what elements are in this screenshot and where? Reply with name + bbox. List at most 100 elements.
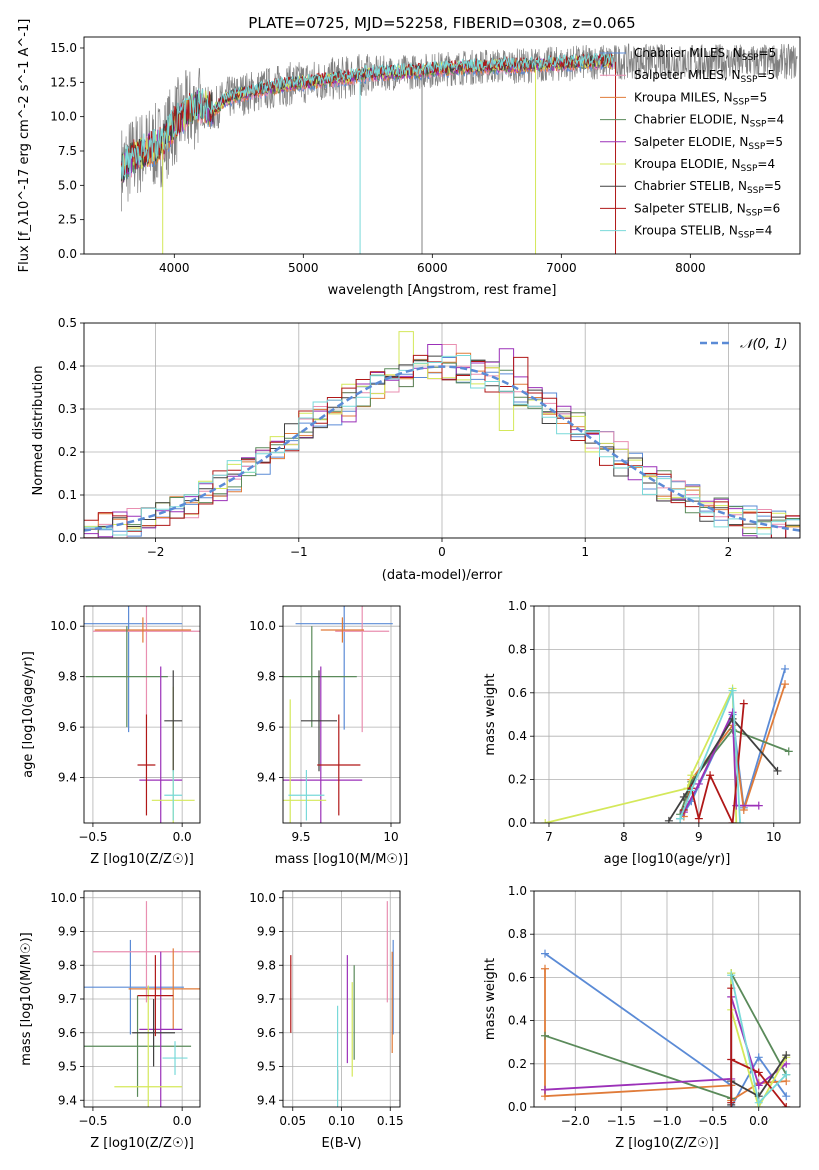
y-tick-label: 9.7	[257, 992, 276, 1006]
panel-2: −2 −1 0 1 2 0.0 0.1 0.2 0.3 0.4 0.5 (data-model)/er…	[31, 316, 801, 583]
point-marker	[687, 771, 696, 780]
plot-area	[120, 43, 798, 254]
y-tick-label: 0.5	[58, 316, 77, 330]
point-marker	[782, 1092, 791, 1101]
x-axis-label: wavelength [Angstrom, rest frame]	[328, 283, 557, 298]
y-tick-label: 0.4	[58, 359, 77, 373]
point-marker	[754, 801, 763, 810]
legend-entry: Chabrier ELODIE, NSSP=4	[634, 113, 784, 130]
y-tick-label: 9.4	[257, 1093, 276, 1107]
point-marker	[687, 786, 696, 795]
x-tick-label: −1.5	[607, 1114, 636, 1128]
point-marker	[732, 819, 741, 823]
y-tick-label: 9.8	[257, 958, 276, 972]
point-marker	[541, 1085, 550, 1094]
point-marker	[727, 971, 736, 980]
y-tick-label: 0.1	[58, 488, 77, 502]
y-tick-label: 9.5	[58, 1060, 77, 1074]
histogram-series	[84, 355, 800, 537]
plot-area	[534, 606, 800, 823]
x-tick-label: 2	[725, 545, 733, 559]
y-tick-label: 0.0	[58, 247, 77, 261]
x-tick-label: 7	[545, 830, 553, 844]
panel-7: 0.05 0.10 0.15 9.4 9.5 9.6 9.7 9.8 9.9 10.0 E(B-V)	[249, 890, 404, 1151]
y-tick-label: 0.6	[508, 686, 527, 700]
x-tick-label: 8000	[675, 261, 706, 275]
mass-weight-line	[679, 690, 741, 823]
x-tick-label: −1	[290, 545, 308, 559]
point-marker	[736, 819, 745, 823]
point-marker	[754, 1053, 763, 1062]
legend: Chabrier MILES, NSSP=5 Salpeter MILES, NS…	[600, 46, 784, 241]
panel-8: −2.0 −1.5 −1.0 −0.5 0.0 0.0 0.2 0.4 0.6 0.8 1.0 Z […	[483, 884, 801, 1151]
y-tick-label: 9.7	[58, 992, 77, 1006]
plot-area	[283, 891, 400, 1107]
histogram-series	[84, 355, 800, 536]
point-marker	[781, 664, 790, 673]
histogram-series	[84, 354, 800, 538]
y-tick-label: 9.6	[58, 720, 77, 734]
x-tick-label: 0.10	[328, 1114, 355, 1128]
axes-frame	[83, 36, 801, 255]
axes-frame	[282, 605, 401, 824]
panel-6: −0.5 0.0 9.4 9.5 9.6 9.7 9.8 9.9 10.0 Z [log10(Z/…	[19, 890, 201, 1151]
y-tick-label: 15.0	[50, 41, 77, 55]
y-tick-label: 9.4	[58, 1093, 77, 1107]
y-tick-label: 9.8	[257, 670, 276, 684]
x-axis-label: age [log10(age/yr)]	[604, 852, 731, 867]
x-tick-label: 7000	[546, 261, 577, 275]
y-axis-label: mass [log10(M/M☉)]	[19, 932, 34, 1065]
y-tick-label: 0.4	[508, 1014, 527, 1028]
point-marker	[676, 814, 685, 823]
x-tick-label: 0.05	[279, 1114, 306, 1128]
x-tick-label: 0.0	[173, 1114, 192, 1128]
point-marker	[541, 1031, 550, 1040]
y-tick-label: 10.0	[50, 619, 77, 633]
panel-3: −0.5 0.0 9.4 9.6 9.8 10.0 Z [log10(Z/Z☉)] age […	[21, 605, 201, 867]
legend-entry: Salpeter MILES, NSSP=5	[634, 68, 775, 85]
x-tick-label: −0.5	[78, 830, 107, 844]
point-marker	[679, 792, 688, 801]
axes-frame	[533, 605, 801, 824]
y-tick-label: 12.5	[50, 75, 77, 89]
point-marker	[694, 814, 703, 823]
panel-5: 7 8 9 10 0.0 0.2 0.4 0.6 0.8 1.0 age [log10(age/yr…	[483, 599, 801, 867]
y-axis-label: Normed distribution	[31, 366, 46, 496]
plot-area	[283, 606, 400, 823]
y-tick-label: 2.5	[58, 213, 77, 227]
legend-entry: Kroupa MILES, NSSP=5	[634, 90, 767, 107]
legend-entry: Chabrier STELIB, NSSP=5	[634, 179, 782, 196]
histogram-series	[84, 357, 800, 538]
x-tick-label: −0.5	[78, 1114, 107, 1128]
point-marker	[782, 1103, 791, 1107]
y-tick-label: 9.9	[257, 925, 276, 939]
x-tick-label: 0.0	[749, 1114, 768, 1128]
x-axis-label: (data-model)/error	[382, 568, 503, 583]
x-tick-label: 6000	[417, 261, 448, 275]
point-marker	[727, 1055, 736, 1064]
chart-title: PLATE=0725, MJD=52258, FIBERID=0308, z=0…	[248, 14, 635, 32]
point-marker	[541, 949, 550, 958]
gaussian-curve	[84, 365, 800, 532]
y-tick-label: 9.6	[257, 1026, 276, 1040]
y-tick-label: 9.5	[257, 1060, 276, 1074]
x-tick-label: 4000	[159, 261, 190, 275]
point-marker	[694, 779, 703, 788]
x-tick-label: 1	[581, 545, 589, 559]
y-tick-label: 9.8	[58, 958, 77, 972]
y-tick-label: 0.4	[508, 729, 527, 743]
histogram-series	[84, 344, 800, 538]
x-tick-label: 10	[766, 830, 781, 844]
y-axis-label: mass weight	[483, 958, 498, 1040]
plot-area	[84, 606, 200, 823]
point-marker	[754, 1068, 763, 1077]
x-axis-label: mass [log10(M/M☉)]	[275, 852, 408, 867]
y-tick-label: 0.2	[58, 445, 77, 459]
panel-1: 4000 5000 6000 7000 8000 0.0 2.5 5.0 7.5 10.0 12.5…	[17, 14, 801, 298]
histogram-series	[84, 359, 800, 538]
axes-frame	[83, 890, 201, 1108]
y-tick-label: 9.8	[58, 670, 77, 684]
y-tick-label: 9.6	[58, 1026, 77, 1040]
x-tick-label: 10	[383, 830, 398, 844]
point-marker	[781, 680, 790, 689]
